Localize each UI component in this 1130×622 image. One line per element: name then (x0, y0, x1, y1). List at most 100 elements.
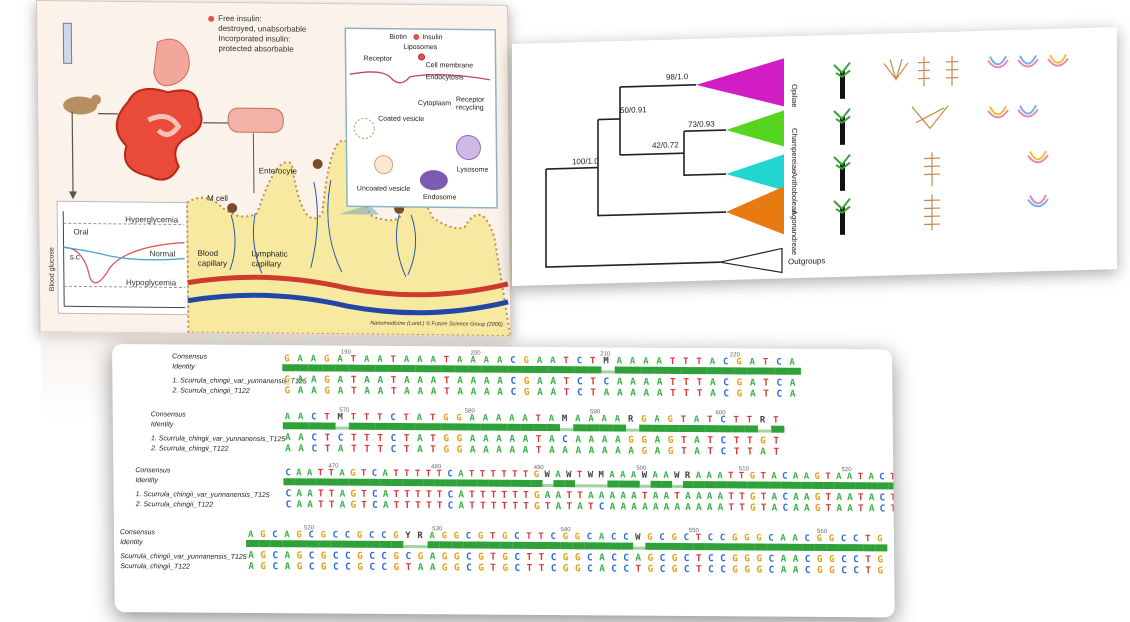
sequence-base: A (562, 445, 568, 456)
sequence-base: T (501, 490, 507, 501)
sequence-base: A (545, 490, 551, 501)
sequence-base: A (537, 387, 543, 398)
sequence-base: T (747, 435, 753, 446)
consensus-base: R (685, 471, 691, 481)
clade-champereiae-triangle (726, 110, 784, 147)
identity-bar (693, 543, 706, 551)
consensus-base: A (550, 356, 556, 366)
sequence-base: T (329, 489, 335, 500)
consensus-base: Y (405, 531, 411, 541)
support-value: 73/0.93 (688, 119, 715, 129)
free-insulin-dot (208, 15, 215, 22)
identity-bar (863, 544, 876, 552)
sequence-base: A (377, 375, 383, 386)
identity-bar (802, 543, 815, 551)
consensus-base: A (617, 357, 623, 367)
sequence-base: C (562, 434, 568, 445)
sequence-base: G (324, 385, 330, 396)
sequence-base: G (454, 562, 460, 573)
sequence-base: T (437, 500, 443, 511)
consensus-base: G (523, 356, 529, 366)
consensus-base: A (847, 472, 853, 482)
consensus-base: C (447, 469, 453, 479)
consensus-base: A (630, 357, 636, 367)
sequence-base: C (720, 564, 726, 575)
sequence-base: C (684, 553, 690, 564)
identity-bar (639, 484, 651, 488)
identity-bar (705, 543, 718, 551)
consensus-base: T (328, 469, 334, 479)
sequence-base: T (683, 388, 689, 399)
sequence-base: A (298, 432, 304, 443)
sequence-base: G (454, 551, 460, 562)
consensus-base: A (296, 468, 302, 478)
sequence-base: T (480, 501, 486, 512)
sequence-base: A (836, 503, 842, 514)
sequence-base: C (577, 376, 583, 387)
sequence-base: T (747, 446, 753, 457)
sequence-base: A (599, 490, 605, 501)
identity-bar (747, 481, 759, 489)
sequence-base: C (311, 443, 317, 454)
sequence-label: 1. Scurrula_chingii_var_yunnanensis_T125 (136, 491, 270, 499)
insulin-figure-svg: Free insulin: destroyed, unabsorbable In… (49, 14, 512, 338)
sequence-base: A (696, 491, 702, 502)
sequence-base: C (333, 551, 339, 562)
identity-bar (717, 543, 731, 551)
clade-agonandreae-triangle (726, 186, 784, 235)
sequence-base: T (444, 375, 450, 386)
consensus-base: A (537, 356, 543, 366)
consensus-base: C (768, 534, 774, 544)
identity-bar (423, 479, 435, 487)
sequence-base: T (406, 562, 412, 573)
sequence-base: A (311, 385, 317, 396)
identity-bar (654, 366, 668, 374)
identity-bar (601, 370, 615, 374)
sequence-base: A (431, 375, 437, 386)
identity-bar (667, 366, 682, 374)
identity-bar (682, 480, 694, 489)
enterocyte-label: Enterocyte (259, 166, 298, 175)
consensus-base: T (696, 533, 702, 543)
consensus-base: A (694, 415, 700, 425)
support-value: 98/1.0 (666, 72, 689, 82)
sequence-base: G (260, 561, 266, 572)
identity-bar (672, 484, 684, 488)
consensus-base: T (523, 470, 529, 480)
sequence-base: A (793, 503, 799, 514)
consensus-base: G (321, 530, 327, 540)
identity-bar (669, 542, 682, 550)
sequence-base: C (720, 435, 726, 446)
sequence-base: T (491, 501, 497, 512)
sequence-base: T (364, 433, 370, 444)
sequence-base: T (527, 563, 533, 574)
hyperglycemia-label: Hyperglycemia (125, 215, 179, 225)
sequence-base: G (502, 552, 508, 563)
sequence-base: C (309, 550, 315, 561)
identity-bar (681, 366, 695, 375)
sequence-base: A (674, 502, 680, 513)
identity-bar (456, 479, 468, 487)
consensus-base: W (544, 470, 550, 480)
clade-label-agonandreae: Agonandreae (790, 210, 799, 255)
sequence-base: C (369, 551, 375, 562)
sequence-base: C (311, 432, 317, 443)
consensus-base: T (696, 357, 702, 367)
consensus-base: T (728, 471, 734, 481)
identity-bar (403, 545, 416, 549)
sequence-base: A (549, 445, 555, 456)
consensus-base: A (483, 414, 489, 424)
sequence-base: A (664, 502, 670, 513)
consensus-base: T (590, 356, 596, 366)
sequence-base: T (536, 434, 542, 445)
sequence-label: Scurrula_chingii_var_yunnanensis_T125 (120, 553, 247, 561)
identity-bar (790, 543, 803, 551)
sequence-base: A (628, 446, 634, 457)
consensus-base: G (736, 357, 742, 367)
identity-bar (705, 425, 719, 433)
sequence-base: A (707, 491, 713, 502)
sequence-base: G (668, 435, 674, 446)
consensus-base: A (484, 356, 490, 366)
consensus-base: G (442, 531, 448, 541)
identity-bar (834, 482, 846, 490)
